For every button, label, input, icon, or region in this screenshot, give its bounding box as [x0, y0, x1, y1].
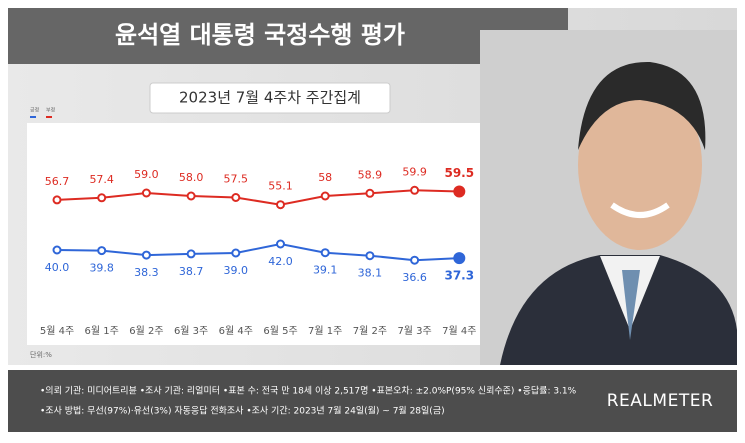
data-label: 38.7: [179, 265, 204, 278]
data-label: 38.1: [358, 267, 383, 280]
x-tick-label: 7월 4주: [442, 325, 476, 337]
data-point: [231, 248, 241, 258]
data-point: [410, 255, 420, 265]
x-tick-label: 6월 3주: [174, 325, 208, 337]
x-tick-label: 7월 2주: [353, 325, 387, 337]
unit-label: 단위:%: [30, 350, 52, 359]
data-point: [52, 245, 62, 255]
x-tick-label: 6월 1주: [85, 325, 119, 337]
footer-band: [8, 370, 737, 432]
data-point: [276, 239, 285, 249]
data-label: 39.1: [313, 264, 338, 277]
legend-label: 긍정: [30, 107, 39, 114]
data-label: 58: [318, 171, 332, 184]
data-label: 39.8: [89, 262, 114, 275]
data-label: 39.0: [224, 264, 249, 277]
data-point: [186, 191, 196, 201]
series-line: [56, 242, 460, 262]
plot-area: [27, 123, 480, 345]
legend-label: 부정: [46, 107, 55, 114]
data-point: [141, 188, 151, 198]
data-point: [320, 248, 330, 258]
data-label: 59.9: [402, 165, 427, 178]
subtitle: 2023년 7월 4주차 주간집계: [179, 89, 361, 107]
data-point: [141, 250, 151, 260]
data-label: 37.3: [444, 269, 474, 283]
data-point: [453, 185, 466, 198]
data-label: 59.5: [444, 166, 474, 180]
footer-line: •의뢰 기관: 미디어트리뷴 •조사 기관: 리얼미터 •표본 수: 전국 만 …: [40, 385, 577, 397]
data-label: 55.1: [268, 180, 293, 193]
data-point: [97, 193, 107, 203]
data-point: [320, 191, 330, 201]
photo: [480, 30, 737, 365]
data-point: [365, 251, 375, 261]
data-label: 36.6: [402, 271, 427, 284]
data-label: 40.0: [45, 261, 70, 274]
series-line: [56, 189, 460, 206]
data-label: 56.7: [45, 175, 70, 188]
data-label: 57.5: [224, 173, 249, 186]
x-tick-label: 7월 3주: [397, 325, 431, 337]
chart-title: 윤석열 대통령 국정수행 평가: [115, 21, 405, 49]
data-label: 59.0: [134, 168, 159, 181]
data-label: 57.4: [89, 173, 114, 186]
x-tick-label: 6월 2주: [129, 325, 163, 337]
title-band: [8, 8, 568, 64]
data-label: 42.0: [268, 255, 293, 268]
data-point: [410, 185, 420, 195]
brand: REALMETER: [607, 391, 714, 411]
x-tick-label: 6월 5주: [263, 325, 297, 337]
data-point: [231, 193, 241, 202]
subtitle-box: [149, 82, 391, 114]
data-point: [186, 249, 196, 259]
data-label: 38.3: [134, 266, 159, 279]
footer-line: •조사 방법: 무선(97%)·유선(3%) 자동응답 전화조사 •조사 기간:…: [40, 405, 445, 417]
x-tick-label: 6월 4주: [219, 325, 253, 337]
data-point: [97, 246, 107, 256]
data-point: [365, 188, 375, 198]
data-label: 58.0: [179, 171, 204, 184]
data-point: [276, 200, 285, 210]
data-point: [52, 195, 62, 205]
data-point: [453, 252, 466, 265]
x-tick-label: 7월 1주: [308, 325, 342, 337]
x-tick-label: 5월 4주: [40, 325, 74, 337]
data-label: 58.9: [358, 168, 383, 181]
